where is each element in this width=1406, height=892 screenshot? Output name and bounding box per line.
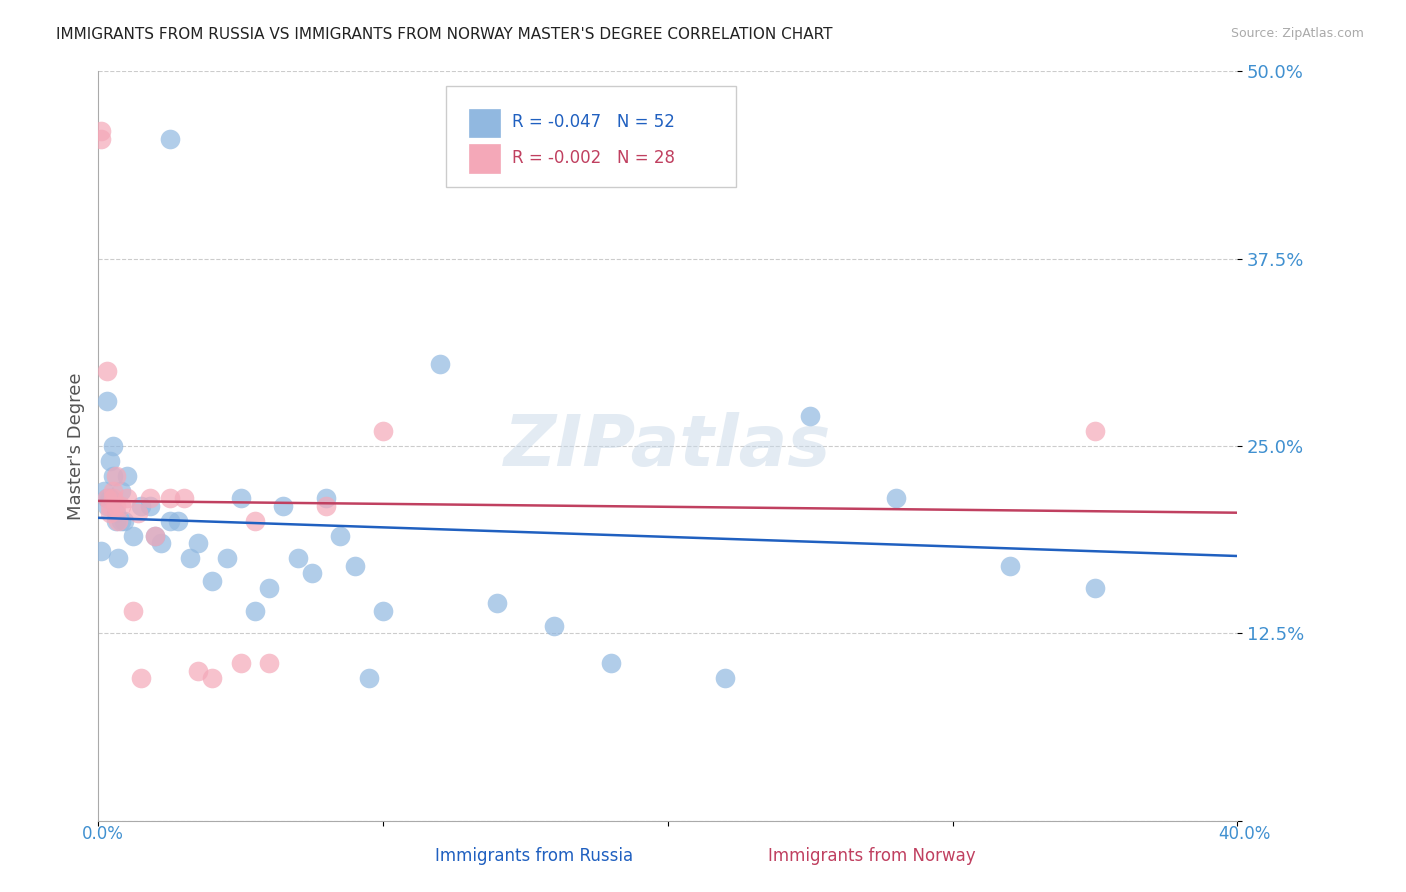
Point [138,499,160,513]
Point [799,409,821,423]
Point [96,394,118,409]
Point [129,671,152,685]
Point [998,558,1021,573]
Text: R = -0.047   N = 52: R = -0.047 N = 52 [512,113,675,131]
Point [96,491,118,506]
Point [107,514,129,528]
Point [243,604,266,618]
Point [315,491,337,506]
Point [179,551,201,566]
Point [201,574,224,588]
Point [104,469,127,483]
Point [93,483,115,498]
Point [229,491,252,506]
Point [127,507,149,521]
Point [714,671,737,685]
Point [90,124,112,138]
Point [159,491,181,506]
Text: 0.0%: 0.0% [82,825,124,843]
Bar [468,109,501,137]
Point [373,424,395,438]
Point [90,544,112,558]
Point [187,664,209,678]
Point [96,364,118,378]
Point [96,499,118,513]
Point [1084,424,1107,438]
Point [129,499,152,513]
Point [600,657,623,671]
FancyBboxPatch shape [446,87,737,187]
Point [121,604,143,618]
Point [229,657,252,671]
Bar [468,144,501,172]
Point [110,483,132,498]
Point [145,529,167,543]
Point [273,499,295,513]
Point [243,514,266,528]
Point [145,529,167,543]
Text: ZIPatlas: ZIPatlas [505,411,831,481]
Point [104,507,127,521]
Point [101,483,124,498]
Point [201,671,224,685]
Point [167,514,190,528]
Text: IMMIGRANTS FROM RUSSIA VS IMMIGRANTS FROM NORWAY MASTER'S DEGREE CORRELATION CHA: IMMIGRANTS FROM RUSSIA VS IMMIGRANTS FRO… [56,27,832,42]
Point [215,551,238,566]
Point [107,551,129,566]
Point [150,536,173,550]
Point [98,507,121,521]
Point [110,514,132,528]
Point [543,619,565,633]
Point [104,499,127,513]
Text: 40.0%: 40.0% [1218,825,1271,843]
Point [315,499,337,513]
Point [115,469,138,483]
Point [357,671,380,685]
Text: R = -0.002   N = 28: R = -0.002 N = 28 [512,149,675,167]
Point [96,491,118,506]
Point [90,132,112,146]
Text: Source: ZipAtlas.com: Source: ZipAtlas.com [1230,27,1364,40]
Point [486,596,509,610]
Point [301,566,323,581]
Text: Immigrants from Norway: Immigrants from Norway [768,847,976,865]
Point [104,514,127,528]
Point [101,491,124,506]
Point [173,491,195,506]
Point [343,558,366,573]
Point [138,491,160,506]
Point [98,454,121,468]
Y-axis label: Master's Degree: Master's Degree [66,372,84,520]
Text: Immigrants from Russia: Immigrants from Russia [436,847,633,865]
Point [159,132,181,146]
Point [159,514,181,528]
Point [101,439,124,453]
Point [429,357,451,371]
Point [98,491,121,506]
Point [187,536,209,550]
Point [373,604,395,618]
Point [259,582,281,596]
Point [259,657,281,671]
Point [121,529,143,543]
Point [1084,582,1107,596]
Point [101,469,124,483]
Point [884,491,907,506]
Point [287,551,309,566]
Point [98,499,121,513]
Point [115,491,138,506]
Point [110,499,132,513]
Point [329,529,352,543]
Point [112,514,135,528]
